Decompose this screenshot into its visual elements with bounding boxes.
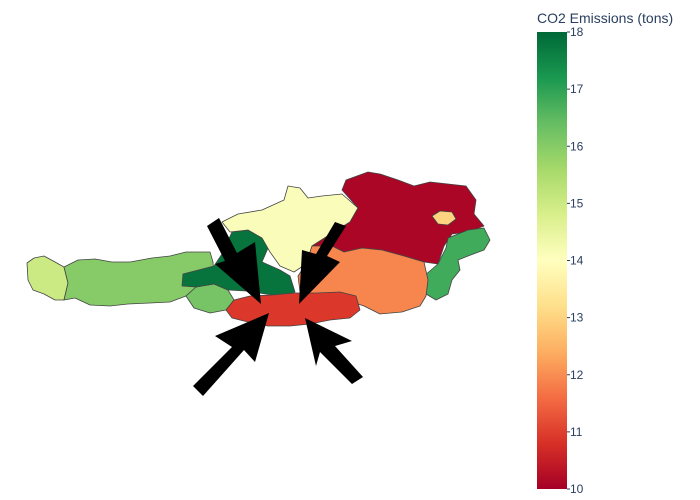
arrow-pointing-kaernten-lower-right bbox=[305, 318, 363, 384]
colorbar-tick-label: 16 bbox=[570, 139, 584, 153]
colorbar-tick-label: 14 bbox=[570, 254, 584, 268]
arrow-pointing-kaernten-upper-right bbox=[299, 222, 346, 304]
arrow-pointing-kaernten-lower-left bbox=[193, 313, 269, 396]
colorbar-tick-label: 12 bbox=[570, 368, 584, 382]
map-regions bbox=[26, 171, 491, 327]
colorbar-gradient bbox=[537, 32, 567, 489]
colorbar-tick-label: 15 bbox=[570, 196, 584, 210]
region-kaernten[interactable] bbox=[225, 291, 361, 327]
region-burgenland[interactable] bbox=[423, 227, 491, 301]
colorbar-tick-label: 18 bbox=[570, 25, 584, 39]
colorbar-title: CO2 Emissions (tons) bbox=[537, 10, 673, 26]
colorbar-tick-label: 10 bbox=[570, 482, 584, 496]
arrow-pointing-kaernten-upper-left bbox=[207, 218, 261, 304]
colorbar-tick-label: 13 bbox=[570, 311, 584, 325]
region-vorarlberg[interactable] bbox=[26, 255, 69, 301]
region-wien[interactable] bbox=[431, 210, 457, 226]
colorbar-tick-label: 17 bbox=[570, 82, 584, 96]
colorbar-ticks: 10 11 12 13 14 15 16 17 18 bbox=[567, 25, 584, 496]
colorbar-tick-label: 11 bbox=[570, 425, 583, 439]
annotation-arrows bbox=[193, 218, 363, 396]
colorbar: CO2 Emissions (tons) 10 11 12 13 14 15 16 17 18 bbox=[537, 10, 673, 496]
